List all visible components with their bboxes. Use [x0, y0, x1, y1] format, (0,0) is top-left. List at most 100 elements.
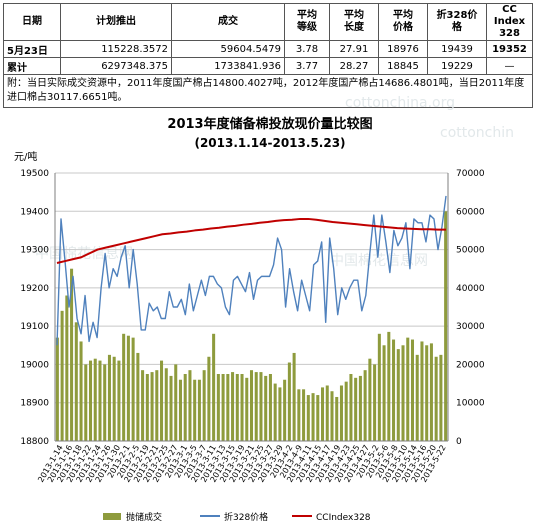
y-tick-label: 18900	[20, 399, 49, 409]
bar	[358, 375, 362, 441]
bar	[141, 370, 145, 441]
bar	[316, 395, 320, 441]
bar	[221, 374, 225, 441]
bar	[377, 333, 381, 441]
legend-label: 折328价格	[224, 511, 268, 523]
bar	[164, 368, 168, 441]
bar	[249, 370, 254, 441]
y2-tick-label: 20000	[456, 360, 485, 370]
chart-subtitle: (2013.1.14-2013.5.23)	[194, 136, 345, 150]
y-tick-label: 19300	[20, 246, 49, 256]
legend-label: CCIndex328	[316, 513, 371, 523]
bar	[396, 349, 400, 441]
col-header: 成交	[171, 3, 285, 41]
y2-tick-label: 30000	[456, 322, 485, 332]
bar	[306, 395, 310, 441]
bar	[392, 339, 396, 441]
bar	[302, 389, 306, 441]
line-series	[56, 195, 447, 346]
bar	[297, 389, 301, 441]
bar	[335, 396, 339, 441]
bar	[126, 335, 130, 441]
bar	[212, 333, 216, 441]
bar	[278, 387, 282, 441]
bar	[112, 356, 116, 441]
bar	[368, 358, 372, 441]
col-header: 平均 等级	[284, 3, 330, 41]
table-note: 附：当日实际成交资源中，2011年度国产棉占14800.4027吨，2012年度…	[3, 74, 533, 108]
bar	[74, 322, 78, 441]
bar	[93, 358, 97, 441]
bar	[264, 375, 268, 441]
y-tick-label: 19500	[20, 169, 49, 179]
bar	[103, 364, 107, 441]
bar	[349, 374, 353, 441]
bar	[231, 372, 235, 441]
bar	[344, 381, 348, 441]
y2-tick-label: 70000	[456, 169, 485, 179]
bar	[311, 393, 315, 441]
bar	[160, 360, 164, 441]
bar	[330, 391, 334, 441]
bar	[226, 374, 230, 441]
bar	[321, 387, 325, 441]
bar	[197, 379, 201, 441]
bar	[406, 337, 410, 441]
table-row: 附：当日实际成交资源中，2011年度国产棉占14800.4027吨，2012年度…	[3, 74, 533, 108]
y-tick-label: 19100	[20, 322, 49, 332]
bar	[339, 385, 343, 441]
bar	[136, 352, 140, 441]
bar	[420, 341, 424, 441]
bar	[401, 345, 405, 441]
bar	[150, 372, 154, 441]
bar	[425, 345, 429, 441]
bar	[131, 337, 135, 441]
legend: 抛储成交 折328价格 CCIndex328	[103, 511, 371, 523]
col-header: CC Index 328	[486, 3, 533, 41]
table-row: 累计 6297348.375 1733841.936 3.77 28.27 18…	[3, 57, 533, 75]
line-ccindex	[56, 217, 446, 264]
bar	[292, 352, 296, 441]
bar	[373, 364, 377, 441]
chart-title: 2013年度储备棉投放现价量比较图	[167, 116, 372, 132]
y2-tick-label: 50000	[456, 246, 485, 256]
stats-table: 日期 计划推出 成交 平均 等级 平均 长度 平均 价格 折328价 格 CC …	[3, 3, 533, 108]
bar	[155, 370, 159, 441]
y2-tick-label: 60000	[456, 207, 485, 217]
bar	[273, 383, 277, 441]
col-header: 平均 价格	[378, 3, 428, 41]
bar	[245, 377, 249, 441]
bar	[434, 356, 438, 441]
stats-header-row: 日期 计划推出 成交 平均 等级 平均 长度 平均 价格 折328价 格 CC …	[3, 3, 533, 41]
bar	[382, 345, 386, 441]
bar	[325, 385, 329, 441]
bar	[268, 374, 272, 441]
bar	[169, 375, 173, 441]
bar	[235, 374, 239, 441]
bar	[183, 374, 187, 441]
bar	[354, 377, 358, 441]
bar	[254, 372, 258, 441]
y-tick-label: 18800	[20, 437, 49, 447]
bar	[60, 310, 64, 441]
bar	[207, 356, 211, 441]
bar-series	[55, 211, 448, 441]
bar	[98, 360, 102, 441]
bar	[415, 354, 419, 441]
bar	[55, 337, 59, 441]
y2-tick-label: 0	[456, 437, 462, 447]
bar	[107, 354, 111, 441]
y2-tick-label: 40000	[456, 284, 485, 294]
bar	[444, 211, 448, 441]
y-tick-label: 19200	[20, 284, 49, 294]
bar	[202, 370, 206, 441]
y-axis-label: 元/吨	[14, 150, 37, 163]
bar	[363, 370, 367, 441]
line-price328	[56, 195, 447, 346]
bar	[283, 379, 287, 441]
bar	[188, 370, 192, 441]
y-tick-label: 19000	[20, 360, 49, 370]
bar	[259, 372, 263, 441]
bar	[70, 268, 74, 441]
